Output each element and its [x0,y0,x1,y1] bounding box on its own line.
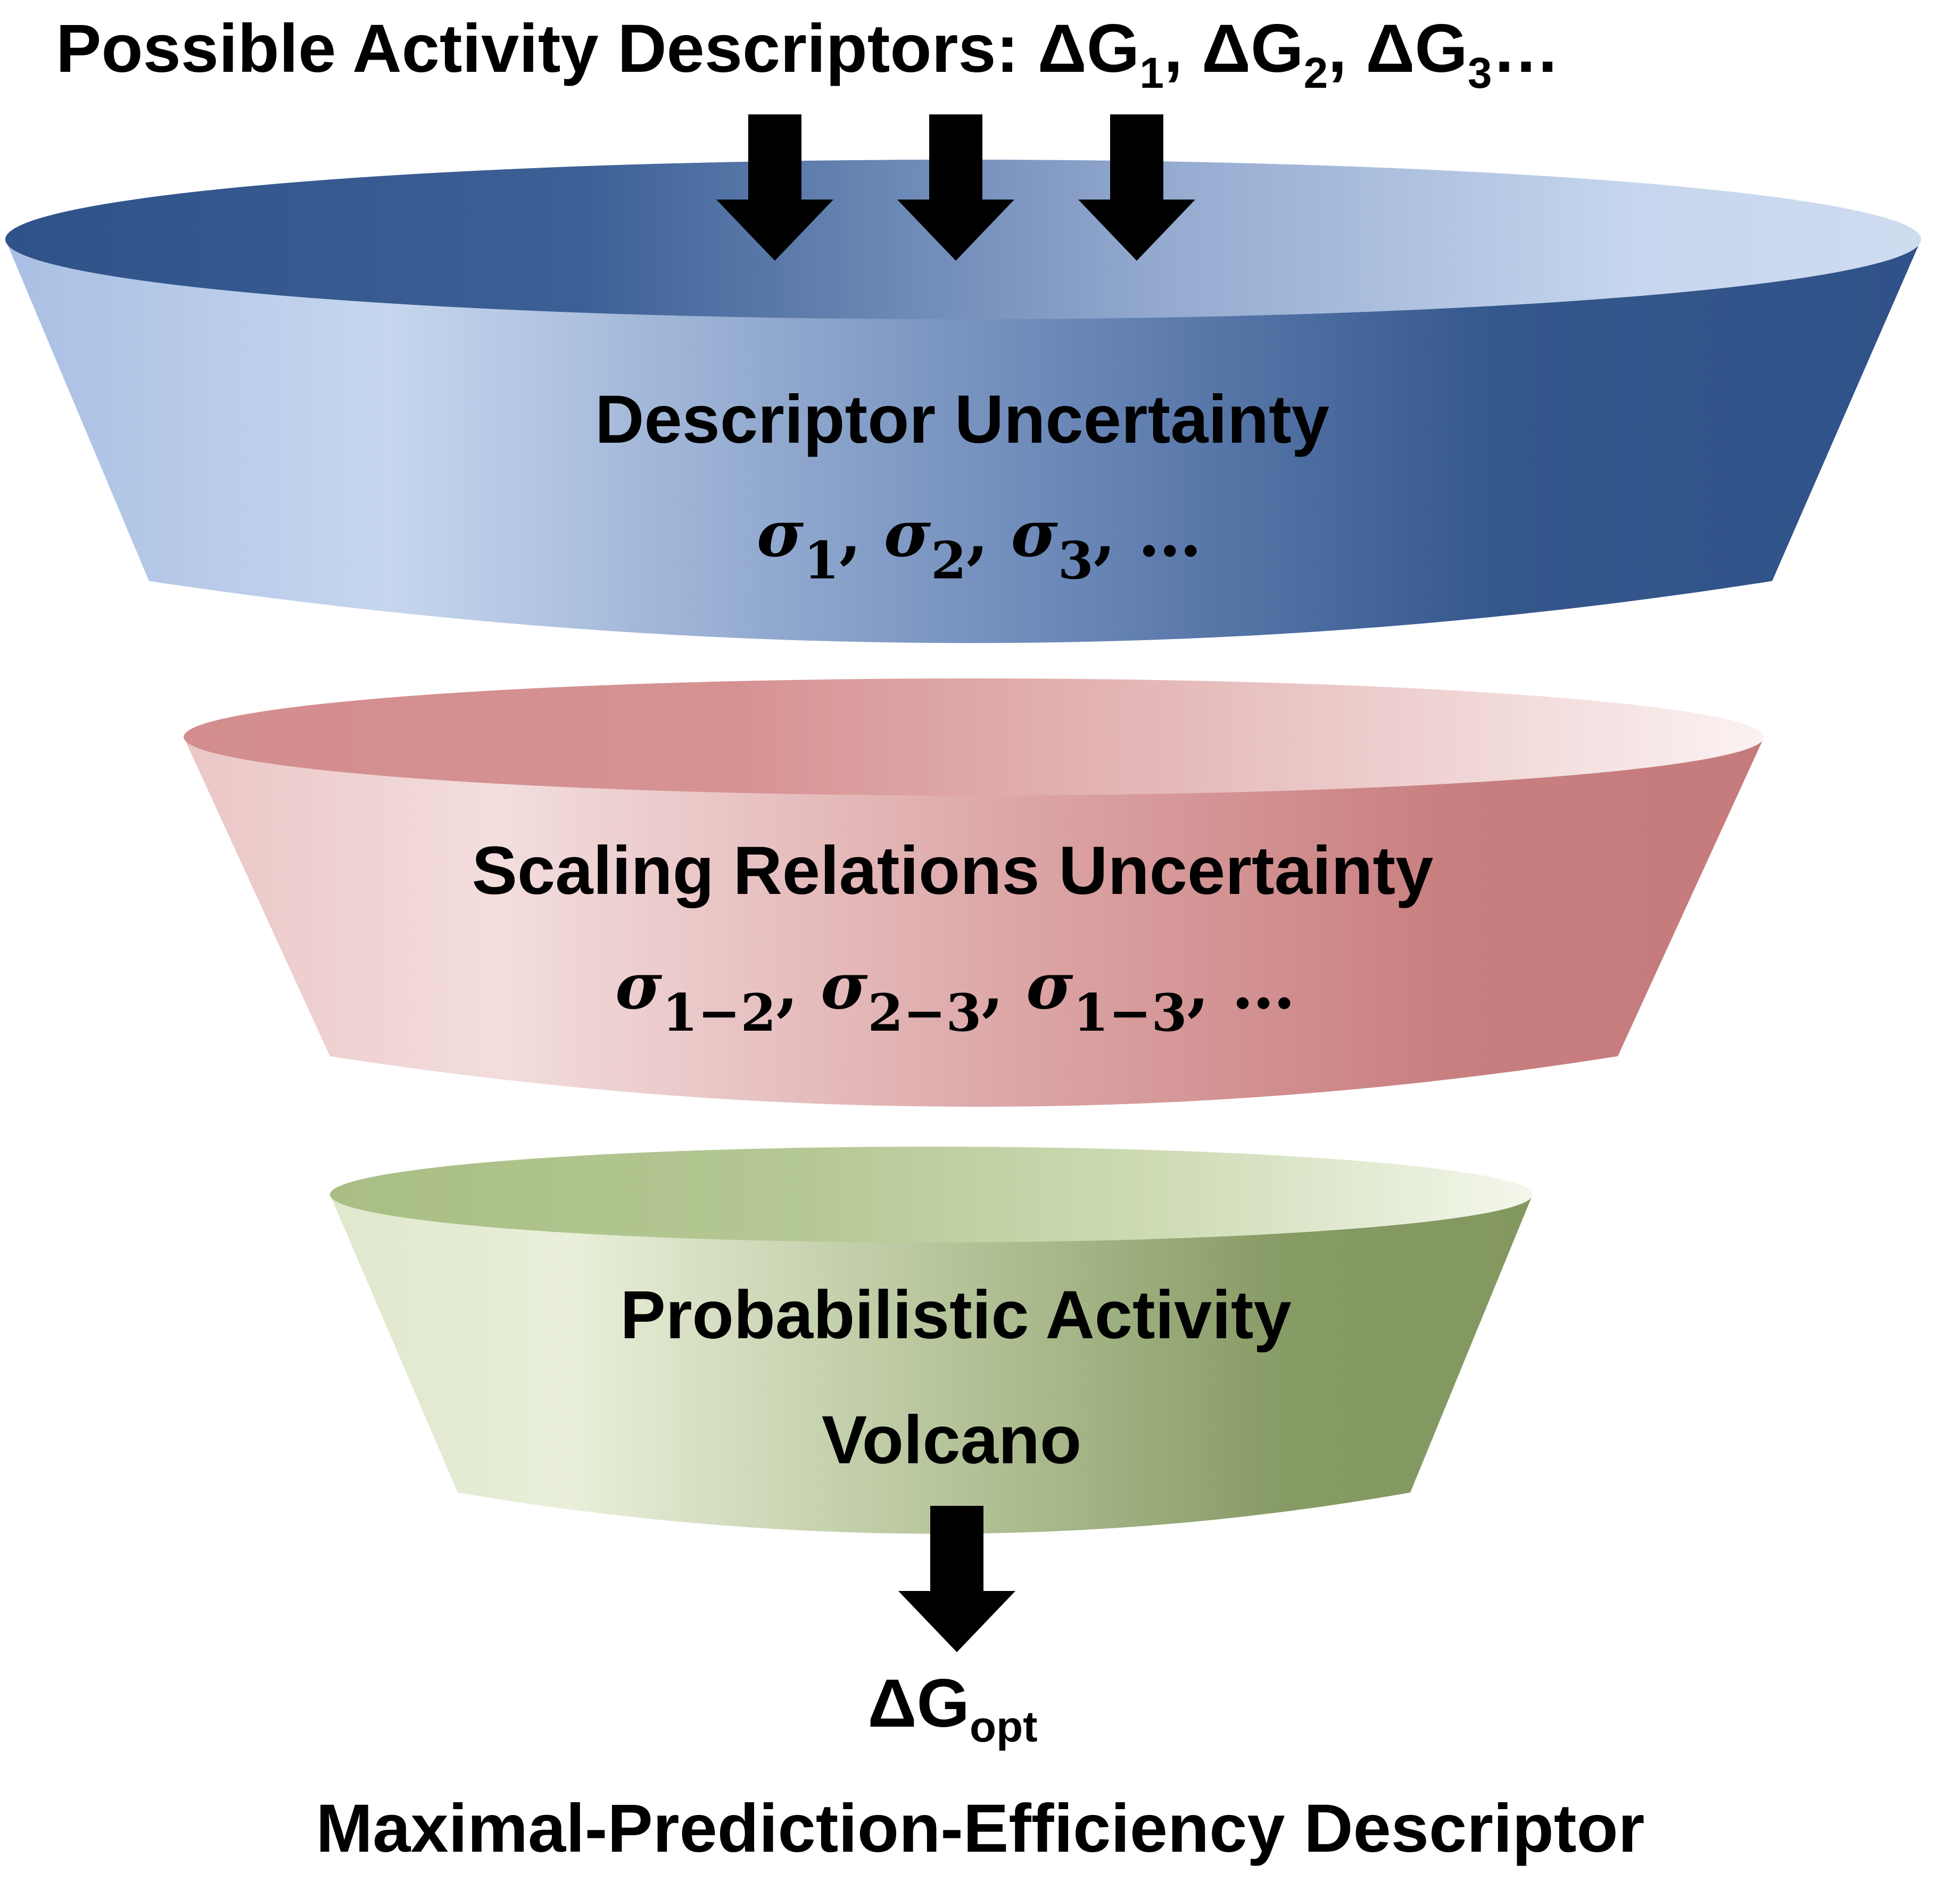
header-sep-2: , [1328,11,1366,87]
down-arrow-icon [898,1506,1015,1652]
sigma-sub-13: 1−3 [1073,983,1187,1043]
sigma-ellipsis: … [1138,496,1202,571]
stage-3-body [330,1195,1533,1534]
header-ellipsis: … [1492,11,1560,87]
stage-3-rim [330,1147,1533,1242]
sigma-ellipsis: … [1231,949,1295,1024]
input-arrows [716,114,1195,261]
sigma-sep: , [1094,496,1138,571]
stage-2-title: Scaling Relations Uncertainty [472,833,1434,909]
stage-3-title-line-2: Volcano [822,1402,1081,1478]
stage-2-sigmas: σ1−2, σ2−3, σ1−3, … [615,949,1295,1043]
sigma-sub-2: 2 [931,531,966,591]
header-sub-2: 2 [1304,49,1328,97]
sigma-symbol: σ [884,496,931,571]
header-delta-g-1: ΔG [1038,11,1140,87]
header-sub-1: 1 [1139,49,1164,97]
sigma-symbol: σ [757,496,804,571]
result-symbol: ΔGopt [867,1665,1037,1751]
stage-1-title: Descriptor Uncertainty [595,382,1329,458]
stage-1-sigmas: σ1, σ2, σ3, … [757,496,1202,591]
sigma-symbol: σ [821,949,868,1024]
header-delta-g-3: ΔG [1366,11,1468,87]
header-sep-1: , [1164,11,1202,87]
sigma-symbol: σ [1011,496,1058,571]
down-arrow-icon [1078,114,1195,261]
result-sub: opt [970,1703,1037,1751]
stage-2-rim [184,678,1764,795]
result-delta-g: ΔG [867,1665,970,1742]
header-sub-3: 3 [1468,49,1492,97]
sigma-symbol: σ [615,949,663,1024]
sigma-sep: , [966,496,1011,571]
sigma-sep: , [981,949,1026,1024]
sigma-sub-1: 1 [804,531,839,591]
sigma-symbol: σ [1026,949,1073,1024]
sigma-sep: , [1187,949,1232,1024]
sigma-sub-3: 3 [1058,531,1094,591]
down-arrow-icon [897,114,1014,261]
sigma-sub-23: 2−3 [867,983,981,1043]
header-title: Possible Activity Descriptors: ΔG1, ΔG2,… [56,11,1560,97]
sigma-sub-12: 1−2 [662,983,776,1043]
stage-3-title-line-1: Probabilistic Activity [620,1277,1291,1353]
result-label: Maximal-Prediction-Efficiency Descriptor [316,1791,1645,1867]
stage-scaling-relations-uncertainty [184,678,1764,1107]
stage-1-body [5,239,1921,643]
sigma-sep: , [839,496,884,571]
header-delta-g-2: ΔG [1202,11,1304,87]
down-arrow-icon [716,114,833,261]
sigma-sep: , [776,949,821,1024]
stage-2-body [184,737,1764,1107]
stage-probabilistic-activity-volcano [330,1147,1533,1534]
header-prefix: Possible Activity Descriptors: [56,11,1038,87]
